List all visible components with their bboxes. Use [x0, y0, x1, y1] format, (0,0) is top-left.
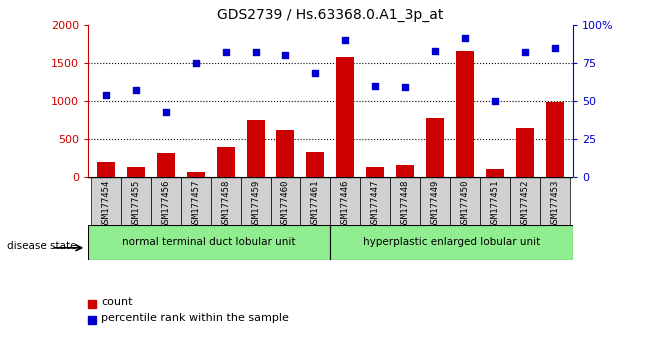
- Bar: [211, 177, 241, 225]
- Bar: [187, 172, 204, 177]
- Point: [430, 48, 440, 53]
- Point: [281, 52, 291, 58]
- Bar: [91, 177, 121, 225]
- Bar: [546, 102, 564, 177]
- Text: GSM177446: GSM177446: [341, 179, 350, 228]
- Text: GSM177458: GSM177458: [221, 179, 230, 228]
- Bar: [277, 130, 294, 177]
- Point: [101, 92, 111, 98]
- Point: [400, 84, 410, 90]
- Text: GSM177452: GSM177452: [521, 179, 529, 228]
- Bar: [330, 225, 573, 260]
- Text: normal terminal duct lobular unit: normal terminal duct lobular unit: [122, 238, 296, 247]
- Bar: [480, 177, 510, 225]
- Text: GSM177451: GSM177451: [491, 179, 499, 228]
- Point: [131, 87, 141, 93]
- Point: [549, 45, 560, 51]
- Text: GSM177455: GSM177455: [132, 179, 140, 228]
- Point: [460, 36, 470, 41]
- Bar: [181, 177, 211, 225]
- Point: [251, 49, 261, 55]
- Bar: [456, 51, 474, 177]
- Bar: [337, 57, 354, 177]
- Bar: [486, 169, 504, 177]
- Text: count: count: [101, 297, 132, 307]
- Text: GSM177448: GSM177448: [401, 179, 409, 228]
- Bar: [247, 120, 264, 177]
- Text: GSM177453: GSM177453: [550, 179, 559, 228]
- Point: [519, 49, 530, 55]
- Point: [311, 71, 321, 76]
- Title: GDS2739 / Hs.63368.0.A1_3p_at: GDS2739 / Hs.63368.0.A1_3p_at: [217, 8, 443, 22]
- Bar: [360, 177, 390, 225]
- Point: [161, 109, 171, 114]
- Text: GSM177460: GSM177460: [281, 179, 290, 228]
- Bar: [97, 162, 115, 177]
- Text: GSM177450: GSM177450: [461, 179, 469, 228]
- Bar: [420, 177, 450, 225]
- Point: [340, 37, 350, 43]
- Bar: [127, 167, 145, 177]
- Text: GSM177457: GSM177457: [191, 179, 200, 228]
- Bar: [426, 118, 444, 177]
- Text: hyperplastic enlarged lobular unit: hyperplastic enlarged lobular unit: [363, 238, 540, 247]
- Bar: [396, 165, 414, 177]
- Bar: [121, 177, 151, 225]
- Text: GSM177459: GSM177459: [251, 179, 260, 228]
- Bar: [241, 177, 271, 225]
- Bar: [151, 177, 181, 225]
- Bar: [330, 177, 360, 225]
- Bar: [271, 177, 301, 225]
- Bar: [510, 177, 540, 225]
- Point: [191, 60, 201, 66]
- Text: GSM177447: GSM177447: [371, 179, 380, 228]
- Text: GSM177456: GSM177456: [161, 179, 170, 228]
- Text: GSM177454: GSM177454: [102, 179, 111, 228]
- Text: GSM177461: GSM177461: [311, 179, 320, 228]
- Bar: [157, 153, 174, 177]
- Text: percentile rank within the sample: percentile rank within the sample: [101, 313, 289, 322]
- Bar: [390, 177, 420, 225]
- Text: GSM177449: GSM177449: [431, 179, 439, 228]
- Bar: [307, 152, 324, 177]
- Text: disease state: disease state: [7, 241, 76, 251]
- Bar: [516, 128, 534, 177]
- Point: [490, 98, 500, 104]
- Bar: [540, 177, 570, 225]
- Point: [370, 83, 380, 88]
- Bar: [367, 167, 384, 177]
- Bar: [88, 225, 330, 260]
- Bar: [217, 147, 234, 177]
- Point: [221, 49, 231, 55]
- Bar: [301, 177, 330, 225]
- Bar: [450, 177, 480, 225]
